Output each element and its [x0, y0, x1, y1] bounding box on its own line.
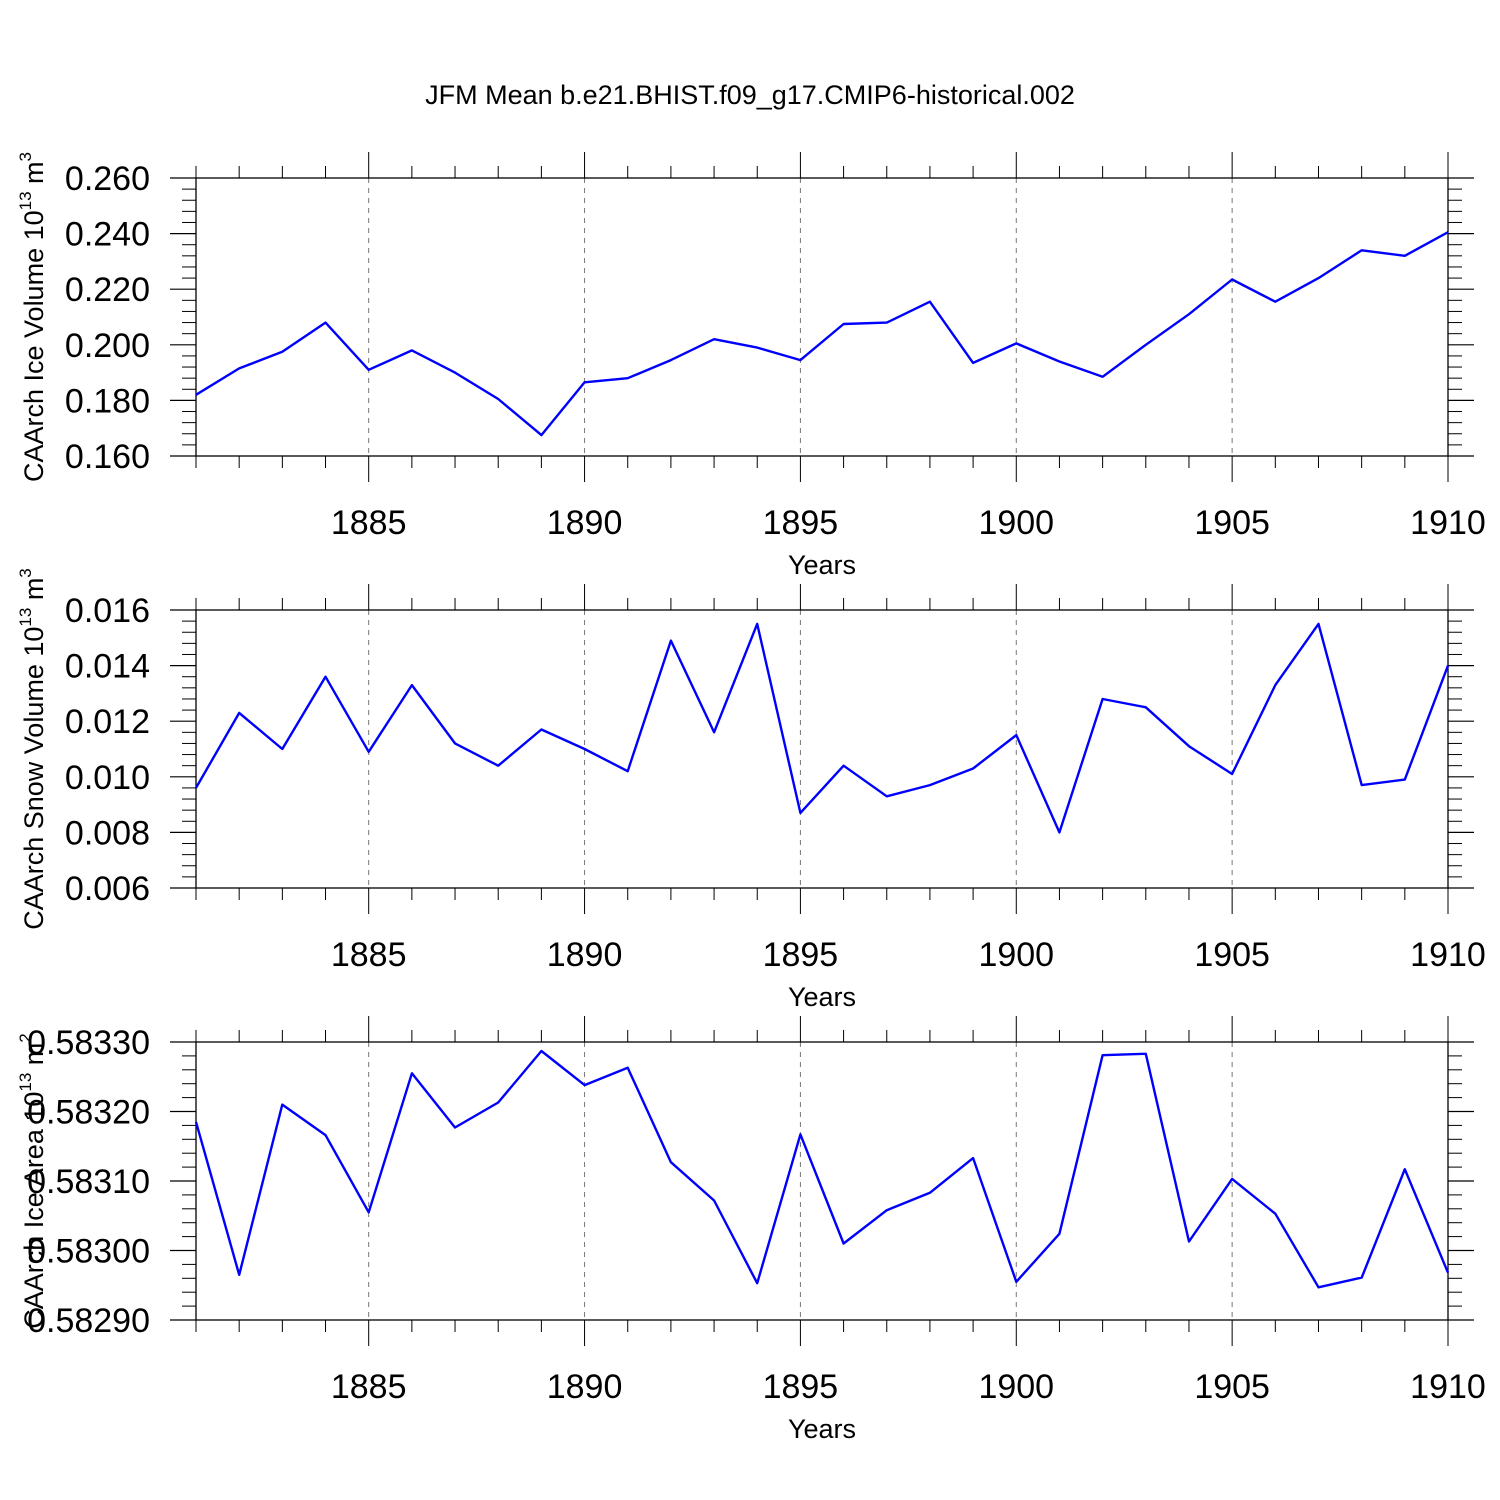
x-axis-label: Years	[788, 550, 856, 580]
x-tick-label: 1895	[763, 504, 839, 542]
x-tick-label: 1910	[1410, 1368, 1486, 1406]
x-tick-label: 1895	[763, 1368, 839, 1406]
y-tick-label: 0.160	[65, 438, 150, 476]
panel-ice-volume: 0.160 0.180 0.200 0.220 0.240 0.260 1885 1890 18…	[16, 152, 1486, 580]
x-tick-label: 1905	[1194, 504, 1270, 542]
y-tick-label: 0.260	[65, 160, 150, 198]
y-tick-label: 0.180	[65, 382, 150, 420]
figure-title: JFM Mean b.e21.BHIST.f09_g17.CMIP6-histo…	[425, 80, 1075, 110]
y-tick-label: 0.016	[65, 592, 150, 630]
y-tick-label: 0.58310	[27, 1163, 150, 1201]
series-line	[194, 1049, 1450, 1289]
y-axis-label: CAArch Snow Volume 1013 m3	[16, 568, 49, 930]
x-tick-label: 1890	[547, 1368, 623, 1406]
y-tick-label: 0.240	[65, 216, 150, 254]
y-tick-label: 0.58320	[27, 1094, 150, 1132]
y-tick-label: 0.014	[65, 648, 150, 686]
x-tick-label: 1885	[331, 1368, 407, 1406]
panel-snow-volume: 0.006 0.008 0.010 0.012 0.014 0.016 1885 1890 18…	[16, 568, 1486, 1012]
y-tick-label: 0.010	[65, 759, 150, 797]
plot-frame	[195, 609, 1449, 889]
x-tick-label: 1900	[978, 936, 1054, 974]
series-line	[194, 622, 1450, 834]
y-axis-label: CAArch Ice Area 1013 m2	[16, 1033, 49, 1329]
x-tick-label: 1885	[331, 936, 407, 974]
x-axis-label: Years	[788, 982, 856, 1012]
y-tick-label: 0.006	[65, 870, 150, 908]
x-tick-label: 1885	[331, 504, 407, 542]
x-tick-label: 1895	[763, 936, 839, 974]
y-tick-label: 0.58330	[27, 1024, 150, 1062]
x-tick-label: 1905	[1194, 1368, 1270, 1406]
x-tick-label: 1910	[1410, 504, 1486, 542]
y-axis-label: CAArch Ice Volume 1013 m3	[16, 152, 49, 482]
y-tick-label: 0.220	[65, 271, 150, 309]
x-tick-label: 1890	[547, 936, 623, 974]
panel-ice-area: 0.58290 0.58300 0.58310 0.58320 0.58330 1885 1…	[16, 1016, 1486, 1444]
y-tick-label: 0.58300	[27, 1233, 150, 1271]
y-tick-label: 0.012	[65, 703, 150, 741]
x-tick-label: 1910	[1410, 936, 1486, 974]
y-tick-label: 0.58290	[27, 1302, 150, 1340]
series-line	[195, 231, 1449, 437]
y-tick-label: 0.200	[65, 327, 150, 365]
x-tick-label: 1900	[978, 1368, 1054, 1406]
x-axis-label: Years	[788, 1414, 856, 1444]
x-tick-label: 1890	[547, 504, 623, 542]
x-tick-label: 1900	[978, 504, 1054, 542]
y-tick-label: 0.008	[65, 814, 150, 852]
plot-frame	[195, 1041, 1449, 1321]
plot-frame	[195, 177, 1449, 457]
x-tick-label: 1905	[1194, 936, 1270, 974]
